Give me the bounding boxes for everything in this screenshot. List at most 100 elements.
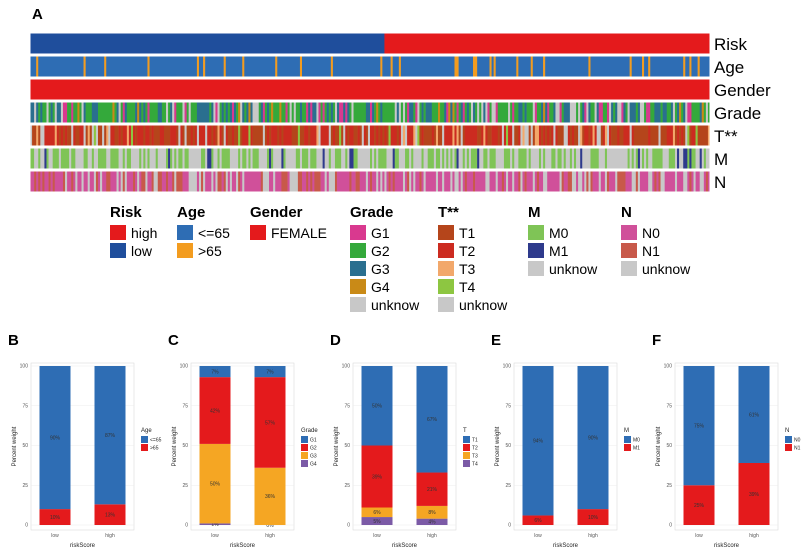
heatmap-cell <box>518 102 523 123</box>
heatmap-cell <box>104 56 107 77</box>
heatmap-cell <box>522 125 525 146</box>
heatmap-cell <box>376 148 379 169</box>
y-tick-label: 25 <box>505 483 511 489</box>
heatmap-cell <box>122 125 128 146</box>
heatmap-cell <box>227 125 233 146</box>
heatmap-cell <box>582 102 585 123</box>
heatmap-cell <box>62 125 66 146</box>
legend-title: Gender <box>250 204 303 221</box>
heatmap-cell <box>192 125 196 146</box>
chart-legend-swatch <box>785 436 792 443</box>
heatmap-cell <box>462 148 466 169</box>
heatmap-row-label: Risk <box>714 35 748 54</box>
heatmap-cell <box>683 125 686 146</box>
heatmap-cell <box>351 171 356 192</box>
heatmap-cell <box>674 125 678 146</box>
heatmap-cell <box>590 148 600 169</box>
legend-swatch <box>438 297 454 312</box>
heatmap-row-label: Age <box>714 58 744 77</box>
heatmap-cell <box>452 148 455 169</box>
heatmap-cell <box>98 102 113 123</box>
panel-letter-e: E <box>491 332 501 349</box>
heatmap-cell <box>458 125 461 146</box>
heatmap-cell <box>512 148 515 169</box>
bar-value-label: 67% <box>427 417 438 423</box>
x-tick-label: high <box>265 533 275 539</box>
heatmap-cell <box>378 171 381 192</box>
heatmap-cell <box>310 171 313 192</box>
heatmap-cell <box>466 102 470 123</box>
heatmap-cell <box>555 102 560 123</box>
heatmap-cell <box>34 171 37 192</box>
heatmap-cell <box>433 148 437 169</box>
heatmap-cell <box>36 125 39 146</box>
heatmap-cell <box>250 102 253 123</box>
bar-segment <box>361 445 393 508</box>
heatmap-cell <box>240 125 243 146</box>
heatmap-cell <box>400 102 404 123</box>
heatmap-cell <box>38 56 84 77</box>
bar-segment <box>254 366 286 378</box>
heatmap-cell <box>299 125 305 146</box>
bar-segment <box>39 366 71 510</box>
heatmap-cell <box>244 171 262 192</box>
heatmap-cell <box>229 102 233 123</box>
heatmap-cell <box>85 125 88 146</box>
heatmap-cell <box>91 102 99 123</box>
heatmap-cell <box>347 148 350 169</box>
heatmap-cell <box>332 125 336 146</box>
heatmap-cell <box>271 125 278 146</box>
heatmap-cell <box>172 148 175 169</box>
heatmap-cell <box>93 125 97 146</box>
heatmap-cell <box>423 171 426 192</box>
heatmap-cell <box>534 171 538 192</box>
heatmap-cell <box>87 125 91 146</box>
heatmap-cell <box>446 148 449 169</box>
heatmap-cell <box>221 171 224 192</box>
heatmap-cell <box>576 102 579 123</box>
heatmap-cell <box>646 148 649 169</box>
heatmap-cell <box>328 102 332 123</box>
heatmap-cell <box>266 125 270 146</box>
heatmap-cell <box>448 148 451 169</box>
heatmap-cell <box>687 171 690 192</box>
heatmap-cell <box>567 171 573 192</box>
heatmap-cell <box>145 148 148 169</box>
heatmap-cell <box>442 125 445 146</box>
heatmap-cell <box>147 56 150 77</box>
heatmap-cell <box>349 171 352 192</box>
heatmap-cell <box>345 102 348 123</box>
heatmap-cell <box>184 102 187 123</box>
chart-legend-label: G1 <box>310 438 317 444</box>
heatmap-cell <box>402 125 406 146</box>
heatmap-cell <box>477 125 482 146</box>
heatmap-cell <box>153 171 159 192</box>
legend-item-label: G1 <box>371 225 390 241</box>
heatmap-cell <box>674 102 678 123</box>
heatmap-cell <box>637 102 641 123</box>
heatmap-cell <box>93 148 99 169</box>
heatmap-cell <box>283 148 286 169</box>
x-axis-title: riskScore <box>392 543 418 549</box>
heatmap-cell <box>592 125 595 146</box>
heatmap-cell <box>79 125 84 146</box>
chart-legend-swatch <box>624 444 631 451</box>
bar-value-label: 0% <box>266 523 274 529</box>
heatmap-cell <box>258 148 268 169</box>
heatmap-cell <box>122 148 126 169</box>
legend-swatch <box>528 225 544 240</box>
heatmap-cell <box>462 171 466 192</box>
heatmap-cell <box>594 125 597 146</box>
heatmap-cell <box>547 171 560 192</box>
bar-value-label: 36% <box>265 494 276 500</box>
heatmap-row-label: M <box>714 150 728 169</box>
legend-item-label: M1 <box>549 243 569 259</box>
heatmap-cell <box>157 102 163 123</box>
heatmap-cell <box>279 125 282 146</box>
heatmap-cell <box>394 148 400 169</box>
heatmap-cell <box>240 171 243 192</box>
legend-swatch <box>350 279 366 294</box>
heatmap-cell <box>396 102 400 123</box>
legend-title: Age <box>177 204 205 221</box>
